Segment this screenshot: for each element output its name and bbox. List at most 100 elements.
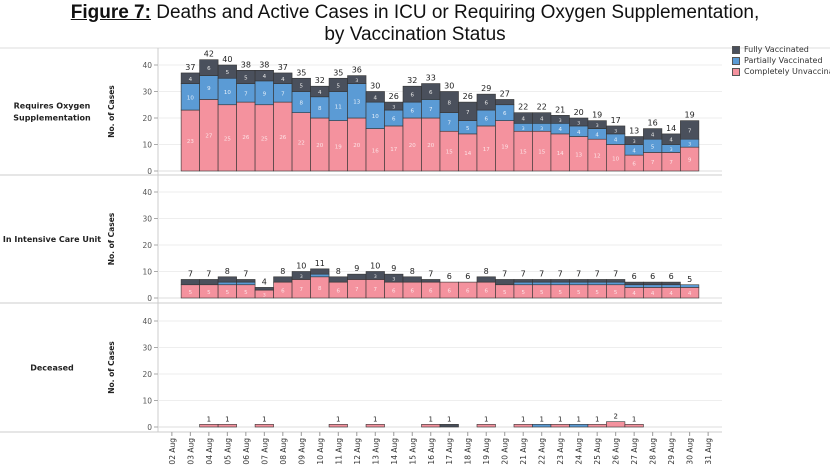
segment-label: 15 [538,150,545,156]
segment-label: 8 [318,106,322,112]
x-tick-label: 26 Aug [612,438,621,465]
segment-label: 6 [392,117,396,123]
total-label: 1 [429,415,433,423]
chart-title: Figure 7: Deaths and Active Cases in ICU… [0,2,830,46]
title-text: Deaths and Active Cases in ICU or Requir… [150,2,760,23]
x-tick-label: 21 Aug [519,438,528,465]
total-label: 42 [204,50,214,59]
segment-label: 10 [224,90,231,96]
y-tick-label: 10 [142,397,152,406]
segment-label: 4 [651,132,655,138]
segment-label: 17 [390,147,397,153]
x-tick-label: 23 Aug [556,438,565,465]
segment-label: 7 [244,91,248,97]
total-label: 38 [241,60,251,69]
segment-label: 20 [353,143,360,149]
y-tick-label: 0 [147,423,152,432]
segment-label: 3 [577,120,580,126]
panel-label: Deceased [30,364,74,373]
y-tick-label: 20 [142,241,152,250]
total-label: 8 [336,267,341,276]
total-label: 14 [666,124,676,133]
segment-label: 5 [540,290,544,296]
x-tick-label: 14 Aug [390,438,399,465]
total-label: 7 [539,269,544,278]
segment-label: 4 [688,291,692,297]
x-tick-label: 09 Aug [297,438,306,465]
x-tick-label: 15 Aug [408,438,417,465]
bar-segment [513,424,533,428]
total-label: 26 [389,92,399,101]
x-tick-label: 04 Aug [205,438,214,465]
segment-label: 5 [614,290,618,296]
bar-segment [643,281,663,286]
bar-segment [569,281,589,286]
legend-label-fully: Fully Vaccinated [744,45,809,54]
segment-label: 4 [374,95,378,101]
total-label: 7 [595,269,600,278]
total-label: 8 [280,267,285,276]
total-label: 17 [611,116,621,125]
total-label: 32 [407,76,417,85]
segment-label: 7 [688,128,692,134]
bar-segment [569,424,589,428]
segment-label: 3 [522,126,525,132]
segment-label: 14 [464,151,471,157]
segment-label: 3 [263,293,266,299]
y-tick-label: 40 [142,188,152,197]
segment-label: 19 [335,144,342,150]
segment-label: 14 [557,151,564,157]
bar-segment [532,279,552,283]
segment-label: 6 [411,93,415,99]
segment-label: 5 [189,290,193,296]
total-label: 1 [484,415,488,423]
bar-segment [217,276,237,283]
x-tick-label: 19 Aug [482,438,491,465]
total-label: 13 [629,127,639,136]
x-tick-label: 12 Aug [353,438,362,465]
segment-label: 25 [224,136,231,142]
x-tick-label: 05 Aug [223,438,232,465]
total-label: 1 [595,415,599,423]
segment-label: 3 [355,78,358,84]
x-tick-label: 03 Aug [186,438,195,465]
x-tick-label: 25 Aug [593,438,602,465]
segment-label: 5 [300,83,304,89]
segment-label: 7 [669,160,673,166]
x-tick-label: 16 Aug [427,438,436,465]
bar-segment [624,281,644,286]
segment-label: 23 [187,139,194,145]
y-tick-label: 20 [142,370,152,379]
legend: Fully Vaccinated Partially Vaccinated Co… [732,44,830,77]
total-label: 1 [207,415,211,423]
segment-label: 12 [594,154,601,160]
segment-label: 6 [337,289,341,295]
segment-label: 3 [596,123,599,129]
total-label: 7 [521,269,526,278]
bar-segment [365,424,385,428]
total-label: 7 [613,269,618,278]
segment-label: 11 [335,105,342,111]
segment-label: 6 [503,111,507,117]
y-tick-label: 30 [142,215,152,224]
total-label: 20 [574,108,584,117]
bar-segment [291,77,311,92]
segment-label: 6 [466,289,470,295]
segment-label: 3 [540,126,543,132]
total-label: 6 [447,272,452,281]
x-tick-label: 13 Aug [371,438,380,465]
segment-label: 3 [392,105,395,111]
bar-segment [680,120,700,140]
segment-label: 8 [318,286,322,292]
bar-segment [532,281,552,286]
x-tick-label: 06 Aug [242,438,251,465]
segment-label: 5 [521,290,525,296]
total-label: 7 [428,269,433,278]
total-label: 37 [185,63,195,72]
y-tick-label: 40 [142,317,152,326]
bar-segment [569,279,589,283]
segment-label: 4 [318,90,322,96]
y-axis-title: No. of Cases [107,341,116,394]
bar-segment [236,281,256,286]
